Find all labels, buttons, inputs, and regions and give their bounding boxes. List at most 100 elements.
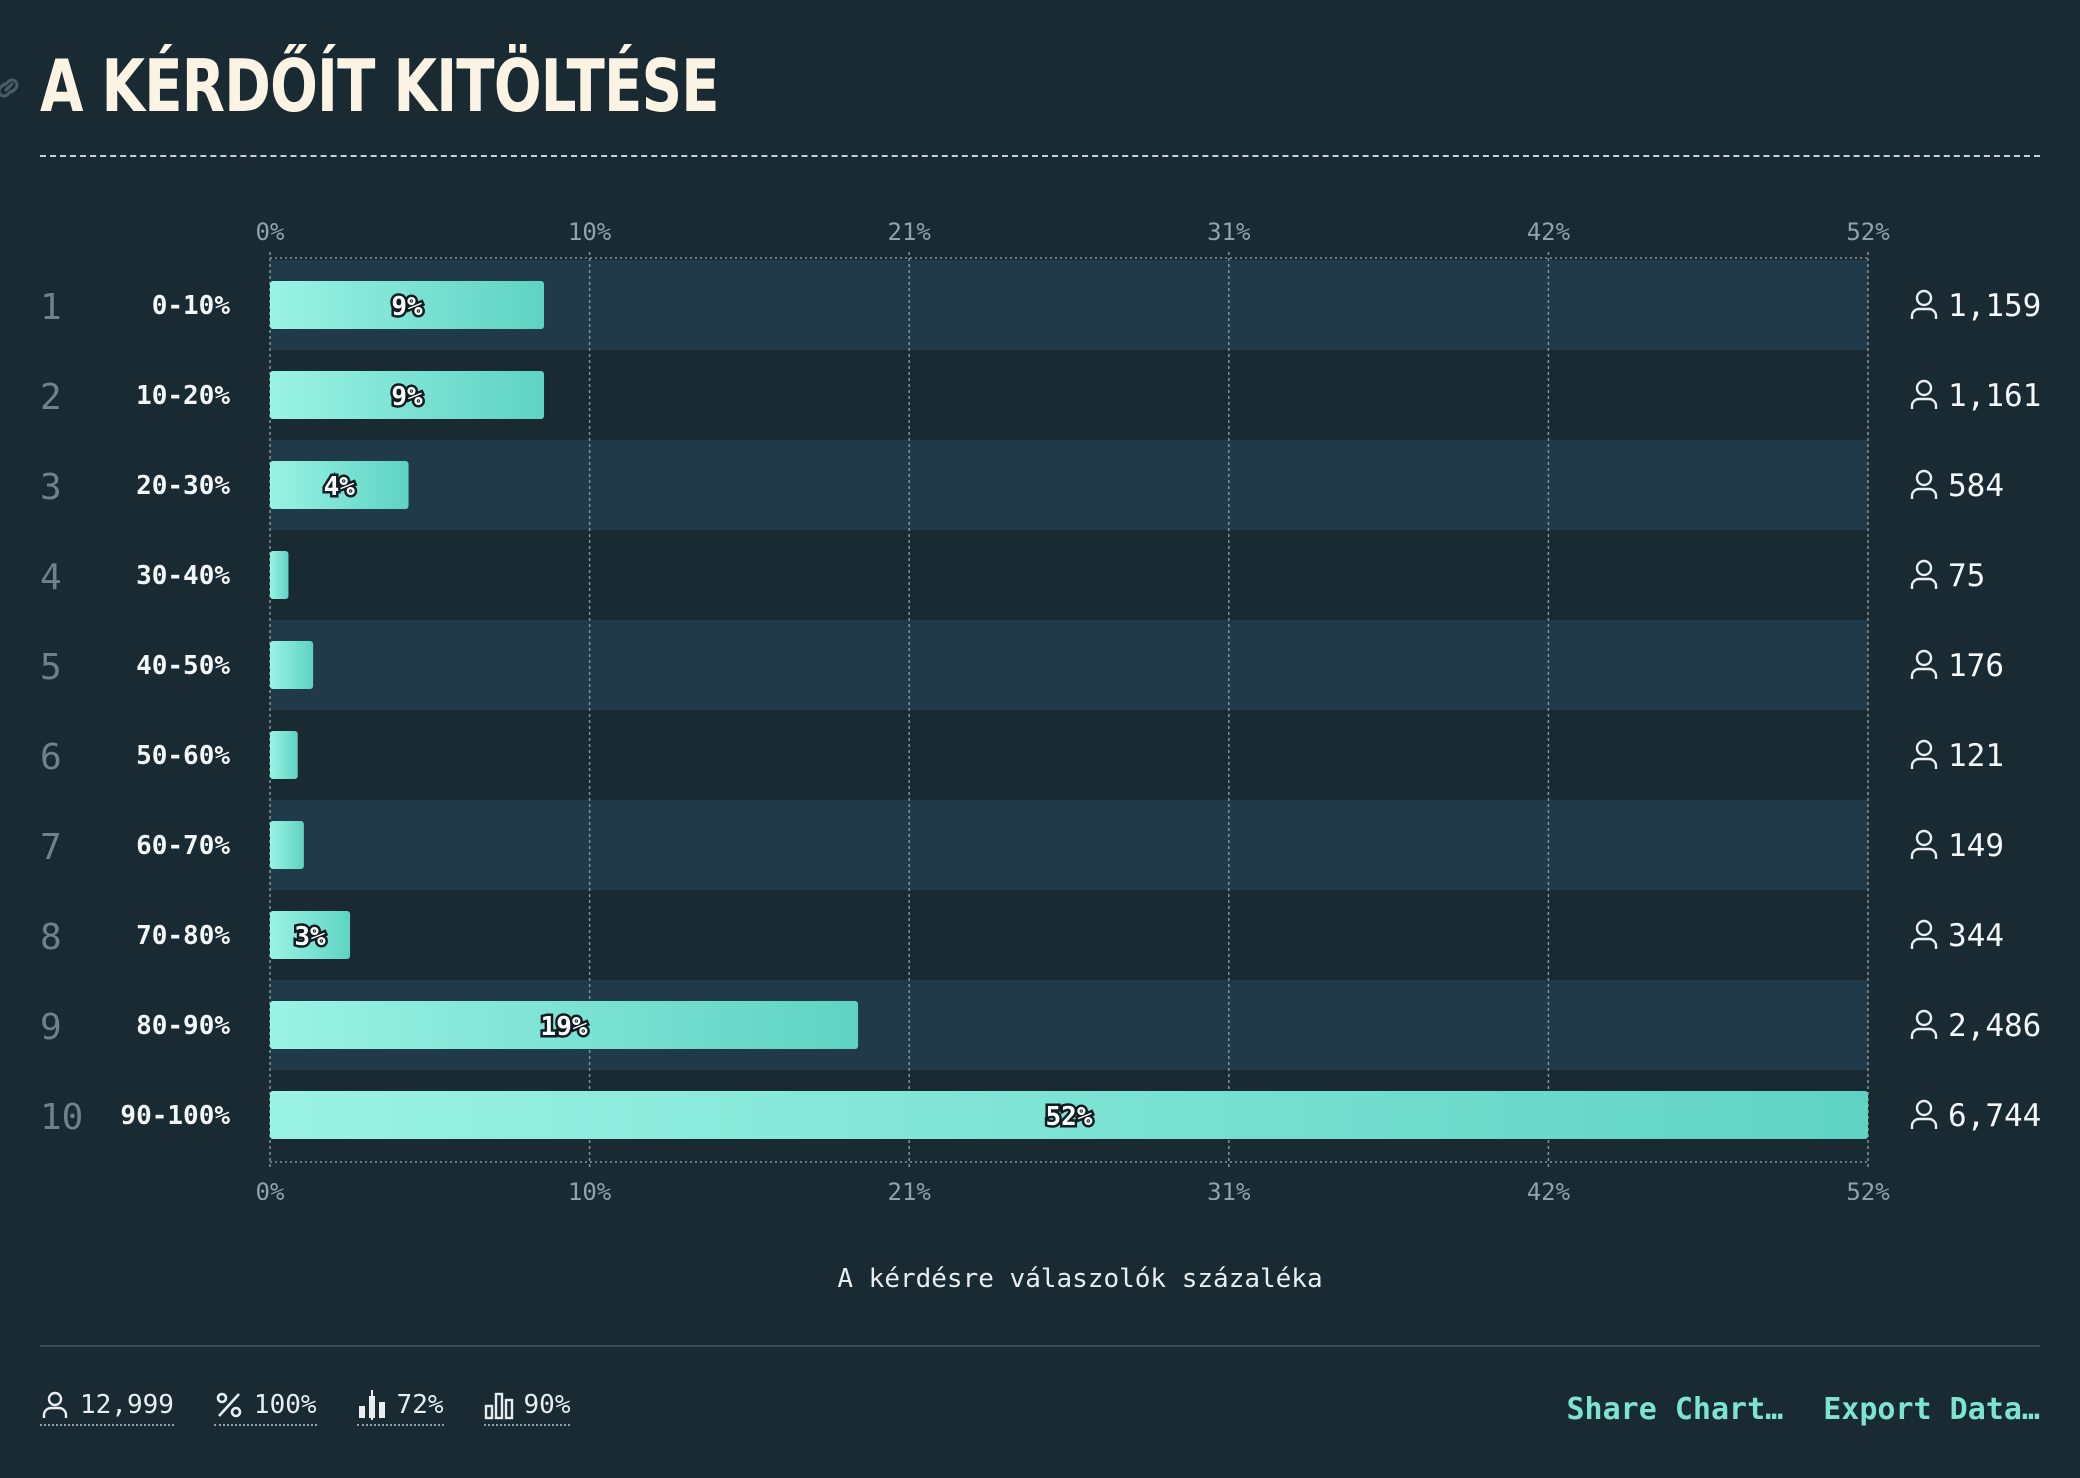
- bar-value-label: 9%: [391, 292, 423, 322]
- respondents-stat[interactable]: 12,999: [40, 1390, 174, 1426]
- percent-value: 100%: [253, 1390, 317, 1420]
- bar: [270, 821, 304, 869]
- person-icon: [1915, 379, 1933, 397]
- bar-value-label: 19%: [541, 1012, 588, 1042]
- count-label: 75: [1948, 558, 1985, 594]
- export-data-link[interactable]: Export Data…: [1823, 1392, 2040, 1427]
- category-label: 70-80%: [136, 921, 230, 951]
- category-label: 60-70%: [136, 831, 230, 861]
- high-stat[interactable]: 90%: [483, 1390, 571, 1426]
- x-tick-label-top: 52%: [1846, 218, 1890, 246]
- x-tick-label-top: 10%: [568, 218, 612, 246]
- x-tick-label-bottom: 52%: [1846, 1178, 1890, 1200]
- x-tick-label-top: 21%: [888, 218, 932, 246]
- share-chart-link[interactable]: Share Chart…: [1566, 1392, 1784, 1427]
- x-tick-label-top: 42%: [1527, 218, 1571, 246]
- count-label: 2,486: [1948, 1008, 2041, 1044]
- person-icon-body: [1910, 577, 1938, 589]
- x-tick-label-bottom: 0%: [256, 1178, 285, 1200]
- x-tick-label-bottom: 42%: [1527, 1178, 1571, 1200]
- bar: [270, 371, 545, 419]
- row-rank: 4: [40, 557, 62, 598]
- bar: [270, 281, 545, 329]
- category-label: 40-50%: [136, 651, 230, 681]
- respondents-value: 12,999: [80, 1390, 174, 1420]
- count-label: 121: [1948, 738, 2004, 774]
- row-rank: 1: [40, 287, 62, 328]
- median-value: 72%: [396, 1390, 444, 1420]
- person-icon-body: [1910, 397, 1938, 409]
- percent-icon: [216, 1392, 242, 1418]
- category-label: 90-100%: [120, 1101, 230, 1131]
- person-icon: [1915, 1099, 1933, 1117]
- x-tick-label-bottom: 31%: [1207, 1178, 1251, 1200]
- row-band: [270, 620, 1868, 710]
- bars-icon: [484, 1392, 513, 1420]
- person-icon: [1915, 829, 1933, 847]
- person-icon: [1915, 739, 1933, 757]
- bar: [270, 911, 351, 959]
- footer-divider: [40, 1345, 2040, 1347]
- person-icon-body: [1910, 307, 1938, 319]
- person-icon-body: [1910, 1117, 1938, 1129]
- person-icon-body: [1910, 487, 1938, 499]
- count-label: 584: [1948, 468, 2004, 504]
- person-icon: [1915, 1009, 1933, 1027]
- x-tick-label-bottom: 21%: [888, 1178, 932, 1200]
- chart-actions: Share Chart… Export Data…: [1567, 1392, 2041, 1427]
- title-divider: [40, 155, 2040, 157]
- person-icon-body: [1910, 847, 1938, 859]
- bar: [270, 551, 289, 599]
- summary-stats: 12,999 100% 72% 90%: [40, 1390, 571, 1426]
- row-rank: 8: [40, 917, 62, 958]
- person-icon: [1915, 919, 1933, 937]
- count-label: 149: [1948, 828, 2004, 864]
- median-stat[interactable]: 72%: [356, 1390, 444, 1426]
- row-rank: 6: [40, 737, 62, 778]
- row-rank: 5: [40, 647, 62, 688]
- count-label: 1,161: [1948, 378, 2041, 414]
- row-band: [270, 440, 1868, 530]
- bar-value-label: 3%: [294, 922, 326, 952]
- bar: [270, 461, 409, 509]
- category-label: 30-40%: [136, 561, 230, 591]
- person-icon-body: [1910, 667, 1938, 679]
- page-title: A KÉRDŐÍT KITÖLTÉSE: [40, 44, 720, 128]
- bar-value-label: 9%: [391, 382, 423, 412]
- bar: [270, 1091, 1868, 1139]
- bar-chart: 0% 0% 10% 10% 21% 21% 31% 31% 42% 42% 52% 52% 1 0-10%…: [40, 218, 2041, 1200]
- person-icon-body: [1910, 937, 1938, 949]
- row-rank: 10: [40, 1097, 83, 1138]
- bar: [270, 641, 314, 689]
- row-rank: 7: [40, 827, 62, 868]
- x-tick-label-bottom: 10%: [568, 1178, 612, 1200]
- link-icon[interactable]: [0, 70, 26, 106]
- count-label: 1,159: [1948, 288, 2041, 324]
- count-label: 344: [1948, 918, 2004, 954]
- person-icon: [1915, 469, 1933, 487]
- person-icon: [1915, 649, 1933, 667]
- person-icon-body: [1910, 757, 1938, 769]
- high-value: 90%: [523, 1390, 571, 1420]
- x-axis-title: A kérdésre válaszolók százaléka: [837, 1264, 1323, 1294]
- row-band: [270, 800, 1868, 890]
- row-rank: 2: [40, 377, 62, 418]
- row-rank: 3: [40, 467, 62, 508]
- x-tick-label-top: 31%: [1207, 218, 1251, 246]
- bar: [270, 1001, 859, 1049]
- person-icon: [1915, 559, 1933, 577]
- category-label: 80-90%: [136, 1011, 230, 1041]
- person-icon: [42, 1391, 68, 1418]
- count-label: 6,744: [1948, 1098, 2041, 1134]
- count-label: 176: [1948, 648, 2004, 684]
- person-icon: [1915, 289, 1933, 307]
- category-label: 0-10%: [152, 291, 231, 321]
- row-rank: 9: [40, 1007, 62, 1048]
- bar: [270, 731, 298, 779]
- median-bars-icon: [358, 1390, 385, 1420]
- person-icon-body: [1910, 1027, 1938, 1039]
- bar-value-label: 4%: [324, 472, 356, 502]
- percent-stat[interactable]: 100%: [213, 1390, 317, 1426]
- bar-value-label: 52%: [1046, 1102, 1093, 1132]
- category-label: 50-60%: [136, 741, 230, 771]
